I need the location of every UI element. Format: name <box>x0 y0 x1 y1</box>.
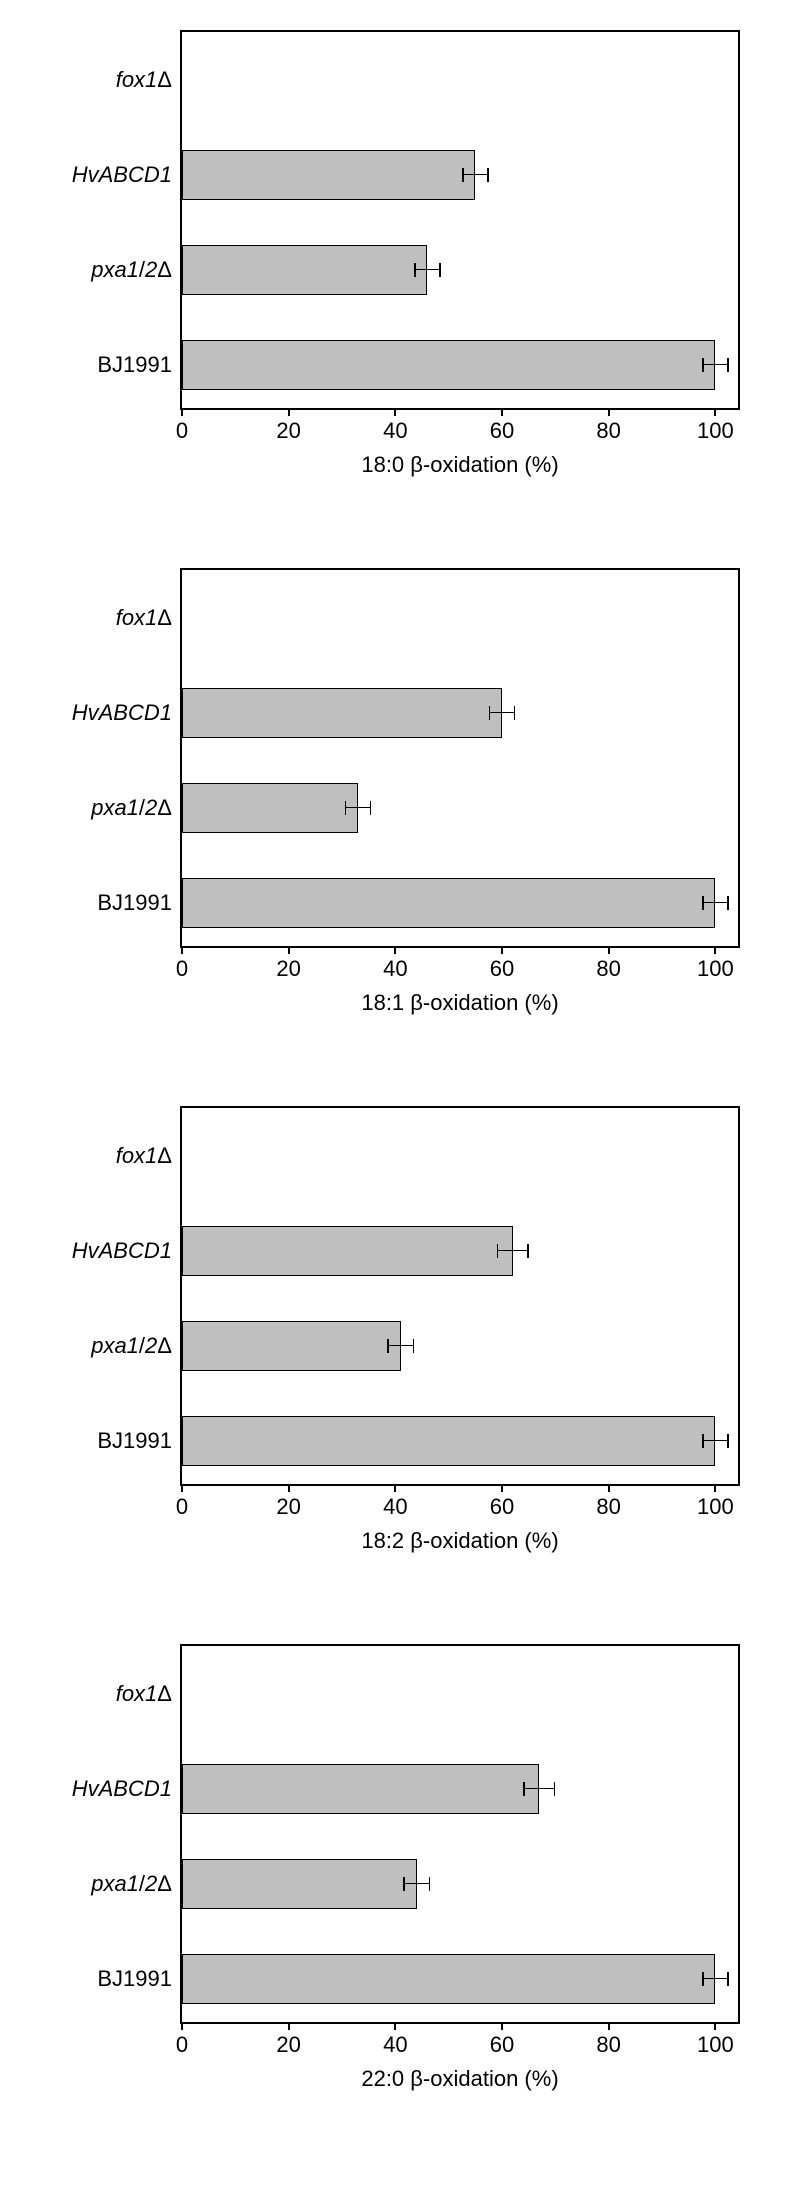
x-tick-label: 0 <box>176 1494 188 1520</box>
error-bar <box>182 1859 738 1909</box>
x-tick-label: 20 <box>276 418 300 444</box>
x-tick <box>394 408 396 416</box>
x-tick-label: 80 <box>596 418 620 444</box>
x-tick <box>394 1484 396 1492</box>
x-tick <box>181 408 183 416</box>
x-tick-label: 40 <box>383 2032 407 2058</box>
plot-area: fox1ΔHvABCD1pxa1/2ΔBJ1991020406080100 <box>180 568 740 948</box>
x-tick <box>288 408 290 416</box>
x-tick <box>394 946 396 954</box>
x-tick-label: 100 <box>697 1494 734 1520</box>
x-tick <box>501 946 503 954</box>
x-tick <box>501 2022 503 2030</box>
x-tick-label: 100 <box>697 418 734 444</box>
x-tick <box>501 408 503 416</box>
y-axis-label: BJ1991 <box>97 890 182 916</box>
x-tick <box>288 1484 290 1492</box>
chart-panel: fox1ΔHvABCD1pxa1/2ΔBJ1991020406080100 18:… <box>180 30 740 478</box>
x-tick <box>714 946 716 954</box>
y-axis-label: pxa1/2Δ <box>91 1333 182 1359</box>
x-tick <box>714 1484 716 1492</box>
x-tick <box>288 946 290 954</box>
y-axis-label: fox1Δ <box>116 605 182 631</box>
x-tick-label: 0 <box>176 418 188 444</box>
error-bar <box>182 1416 738 1466</box>
error-bar <box>182 150 738 200</box>
y-axis-label: fox1Δ <box>116 67 182 93</box>
chart-panel: fox1ΔHvABCD1pxa1/2ΔBJ1991020406080100 18:… <box>180 1106 740 1554</box>
x-tick-label: 20 <box>276 1494 300 1520</box>
error-bar <box>182 1321 738 1371</box>
x-tick <box>714 408 716 416</box>
y-axis-label: HvABCD1 <box>72 1238 182 1264</box>
y-axis-label: fox1Δ <box>116 1681 182 1707</box>
x-tick-label: 0 <box>176 956 188 982</box>
y-axis-label: pxa1/2Δ <box>91 257 182 283</box>
x-tick-label: 60 <box>490 1494 514 1520</box>
error-bar <box>182 245 738 295</box>
x-tick <box>288 2022 290 2030</box>
x-tick-label: 60 <box>490 2032 514 2058</box>
x-tick <box>181 2022 183 2030</box>
y-axis-label: BJ1991 <box>97 352 182 378</box>
y-axis-label: HvABCD1 <box>72 1776 182 1802</box>
error-bar <box>182 783 738 833</box>
x-tick <box>394 2022 396 2030</box>
error-bar <box>182 340 738 390</box>
plot-area: fox1ΔHvABCD1pxa1/2ΔBJ1991020406080100 <box>180 1106 740 1486</box>
x-tick-label: 100 <box>697 2032 734 2058</box>
y-axis-label: fox1Δ <box>116 1143 182 1169</box>
x-tick <box>714 2022 716 2030</box>
error-bar <box>182 1954 738 2004</box>
x-tick-label: 40 <box>383 418 407 444</box>
plot-area: fox1ΔHvABCD1pxa1/2ΔBJ1991020406080100 <box>180 30 740 410</box>
x-tick-label: 20 <box>276 956 300 982</box>
y-axis-label: HvABCD1 <box>72 700 182 726</box>
error-bar <box>182 688 738 738</box>
x-tick <box>608 1484 610 1492</box>
plot-area: fox1ΔHvABCD1pxa1/2ΔBJ1991020406080100 <box>180 1644 740 2024</box>
x-axis-title: 22:0 β-oxidation (%) <box>180 2066 740 2092</box>
x-tick <box>501 1484 503 1492</box>
x-tick-label: 100 <box>697 956 734 982</box>
x-tick-label: 0 <box>176 2032 188 2058</box>
x-tick-label: 60 <box>490 418 514 444</box>
x-axis-title: 18:1 β-oxidation (%) <box>180 990 740 1016</box>
y-axis-label: pxa1/2Δ <box>91 795 182 821</box>
x-tick-label: 80 <box>596 1494 620 1520</box>
x-tick-label: 60 <box>490 956 514 982</box>
x-tick-label: 80 <box>596 956 620 982</box>
x-tick-label: 40 <box>383 1494 407 1520</box>
x-axis-title: 18:2 β-oxidation (%) <box>180 1528 740 1554</box>
y-axis-label: HvABCD1 <box>72 162 182 188</box>
y-axis-label: BJ1991 <box>97 1428 182 1454</box>
x-tick <box>608 2022 610 2030</box>
chart-panel: fox1ΔHvABCD1pxa1/2ΔBJ1991020406080100 22:… <box>180 1644 740 2092</box>
x-axis-title: 18:0 β-oxidation (%) <box>180 452 740 478</box>
y-axis-label: pxa1/2Δ <box>91 1871 182 1897</box>
x-tick <box>608 946 610 954</box>
x-tick <box>181 946 183 954</box>
error-bar <box>182 1764 738 1814</box>
x-tick <box>608 408 610 416</box>
error-bar <box>182 1226 738 1276</box>
y-axis-label: BJ1991 <box>97 1966 182 1992</box>
x-tick-label: 20 <box>276 2032 300 2058</box>
error-bar <box>182 878 738 928</box>
x-tick-label: 80 <box>596 2032 620 2058</box>
chart-panel: fox1ΔHvABCD1pxa1/2ΔBJ1991020406080100 18:… <box>180 568 740 1016</box>
x-tick <box>181 1484 183 1492</box>
x-tick-label: 40 <box>383 956 407 982</box>
